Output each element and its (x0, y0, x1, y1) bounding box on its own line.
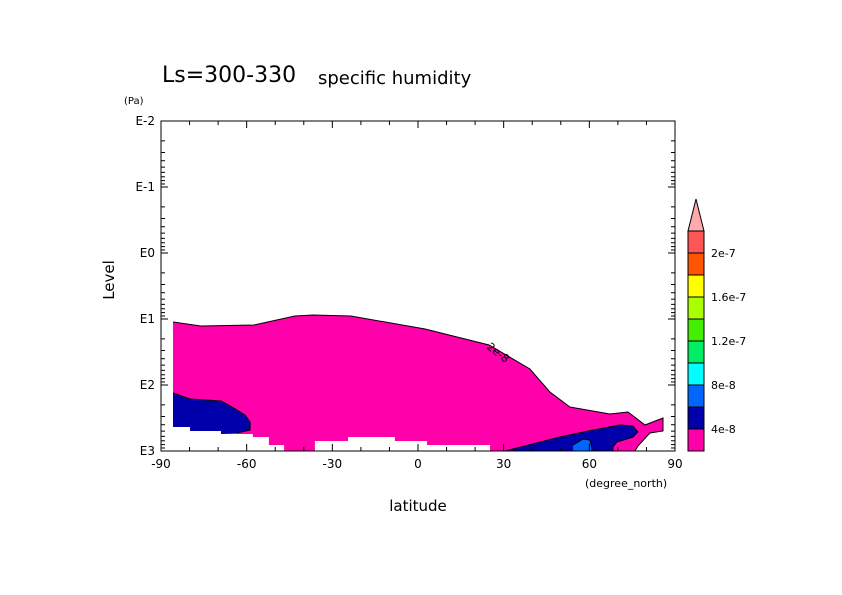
y-units: (Pa) (124, 96, 144, 107)
colorbar-box (687, 340, 705, 364)
y-tick-label: E-1 (135, 180, 155, 194)
colorbar-box (687, 362, 705, 386)
colorbar-box (687, 296, 705, 320)
x-tick-label: 30 (496, 457, 511, 471)
x-tick-label: 90 (667, 457, 682, 471)
colorbar-box (687, 428, 705, 452)
contour-region-2 (505, 425, 638, 451)
contour-region-0 (173, 315, 663, 451)
x-tick-label: -60 (237, 457, 257, 471)
colorbar: 4e-8 8e-8 1.2e-7 1.6e-7 2e-7 (687, 198, 746, 452)
plot-frame (160, 120, 676, 452)
y-tick-label: E1 (140, 312, 155, 326)
colorbar-label: 8e-8 (711, 379, 736, 392)
contour-line-1 (172, 392, 251, 434)
x-tick-label: -90 (151, 457, 171, 471)
colorbar-box (687, 230, 705, 254)
y-tick-label: E2 (140, 378, 155, 392)
colorbar-box (687, 252, 705, 276)
y-tick-label: E-2 (135, 114, 155, 128)
colorbar-box (687, 274, 705, 298)
title-main: Ls=300-330 (162, 63, 296, 88)
x-axis-label: latitude (389, 497, 447, 515)
y-tick-label: E3 (140, 444, 155, 458)
colorbar-label: 2e-7 (711, 247, 736, 260)
x-tick-label: -30 (323, 457, 343, 471)
title-sub: specific humidity (318, 68, 472, 89)
contour-line-2 (504, 424, 639, 452)
x-units: (degree_north) (585, 477, 667, 490)
colorbar-box (687, 318, 705, 342)
colorbar-box (687, 384, 705, 408)
y-tick-label: E0 (140, 246, 155, 260)
axes: -90 -60 -30 0 30 60 90 E-2 E-1 E0 E1 E2 E3 (135, 114, 682, 471)
colorbar-label: 1.6e-7 (711, 291, 746, 304)
contour-line-0 (172, 314, 664, 452)
colorbar-label: 1.2e-7 (711, 335, 746, 348)
x-tick-label: 0 (414, 457, 422, 471)
contour-regions (172, 314, 664, 452)
colorbar-box (687, 406, 705, 430)
colorbar-overflow-triangle (687, 198, 705, 232)
y-axis-label: Level (100, 260, 118, 300)
contour-region-3 (573, 439, 592, 451)
x-tick-label: 60 (582, 457, 597, 471)
contour-line-3 (572, 438, 593, 451)
colorbar-label: 4e-8 (711, 423, 736, 436)
contour-region-1 (173, 393, 251, 434)
